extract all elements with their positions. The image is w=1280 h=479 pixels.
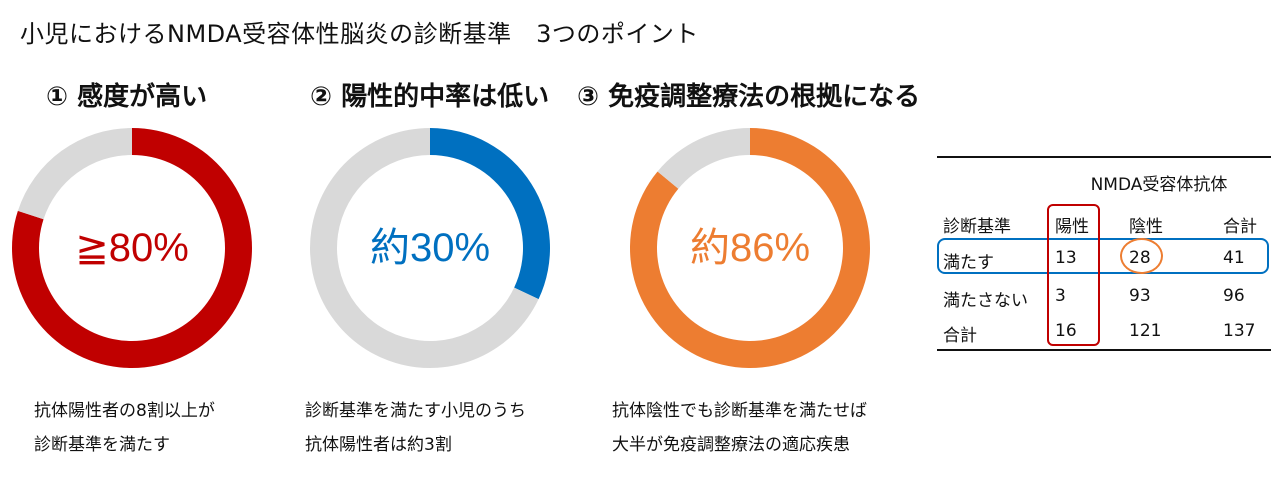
- caption-line: 抗体陽性者の8割以上が: [34, 401, 215, 421]
- table-title: NMDA受容体抗体: [1090, 175, 1228, 195]
- donut-chart-immunotherapy: 約86%: [630, 128, 870, 368]
- table-cell: 96: [1223, 286, 1245, 306]
- donut-center-label: 約30%: [370, 226, 490, 270]
- table-cell: 121: [1129, 321, 1162, 341]
- table-cell: 3: [1055, 286, 1066, 306]
- caption-line: 診断基準を満たす: [34, 435, 170, 455]
- table-row-label: 満たす: [943, 253, 994, 273]
- page-title: 小児におけるNMDA受容体性脳炎の診断基準 3つのポイント: [20, 20, 699, 48]
- caption-line: 抗体陰性でも診断基準を満たせば: [612, 401, 867, 421]
- donut-center-label: 約86%: [690, 226, 810, 270]
- highlight-row-box: [937, 238, 1269, 274]
- antibody-criteria-table: NMDA受容体抗体 診断基準 陽性 陰性 合計 満たす 13 28 41 満たさ…: [937, 156, 1271, 352]
- donut-slice-remainder: [657, 128, 750, 189]
- caption-line: 大半が免疫調整療法の適応疾患: [612, 435, 850, 455]
- donut-chart-sensitivity: ≧80%: [11, 128, 253, 368]
- table-row-header: 診断基準: [943, 217, 1011, 237]
- table-col-header: 陽性: [1055, 217, 1089, 237]
- point-1-caption: 抗体陽性者の8割以上が 診断基準を満たす: [34, 394, 215, 462]
- table-bottom-rule: [937, 349, 1271, 351]
- caption-line: 診断基準を満たす小児のうち: [305, 401, 526, 421]
- point-3-heading: ③ 免疫調整療法の根拠になる: [577, 82, 921, 112]
- caption-line: 抗体陽性者は約3割: [305, 435, 452, 455]
- table-col-header: 合計: [1223, 217, 1257, 237]
- donut-chart-ppv: 約30%: [310, 128, 550, 368]
- table-cell: 41: [1223, 248, 1245, 268]
- table-cell: 137: [1223, 321, 1256, 341]
- table-row-label: 合計: [943, 326, 977, 346]
- point-2-caption: 診断基準を満たす小児のうち 抗体陽性者は約3割: [305, 394, 526, 462]
- donut-slice-value: [430, 128, 550, 300]
- table-col-header: 陰性: [1129, 217, 1163, 237]
- table-cell: 13: [1055, 248, 1077, 268]
- highlight-cell-circle: [1120, 238, 1163, 274]
- table-cell: 16: [1055, 321, 1077, 341]
- point-3-caption: 抗体陰性でも診断基準を満たせば 大半が免疫調整療法の適応疾患: [612, 394, 867, 462]
- point-1-heading: ① 感度が高い: [46, 82, 208, 112]
- donut-slice-remainder: [17, 128, 133, 220]
- table-cell: 93: [1129, 286, 1151, 306]
- point-2-heading: ② 陽性的中率は低い: [310, 82, 550, 112]
- table-row-label: 満たさない: [943, 291, 1028, 311]
- table-top-rule: [937, 156, 1271, 158]
- highlight-column-box: [1047, 204, 1100, 346]
- donut-center-label: ≧80%: [75, 226, 189, 270]
